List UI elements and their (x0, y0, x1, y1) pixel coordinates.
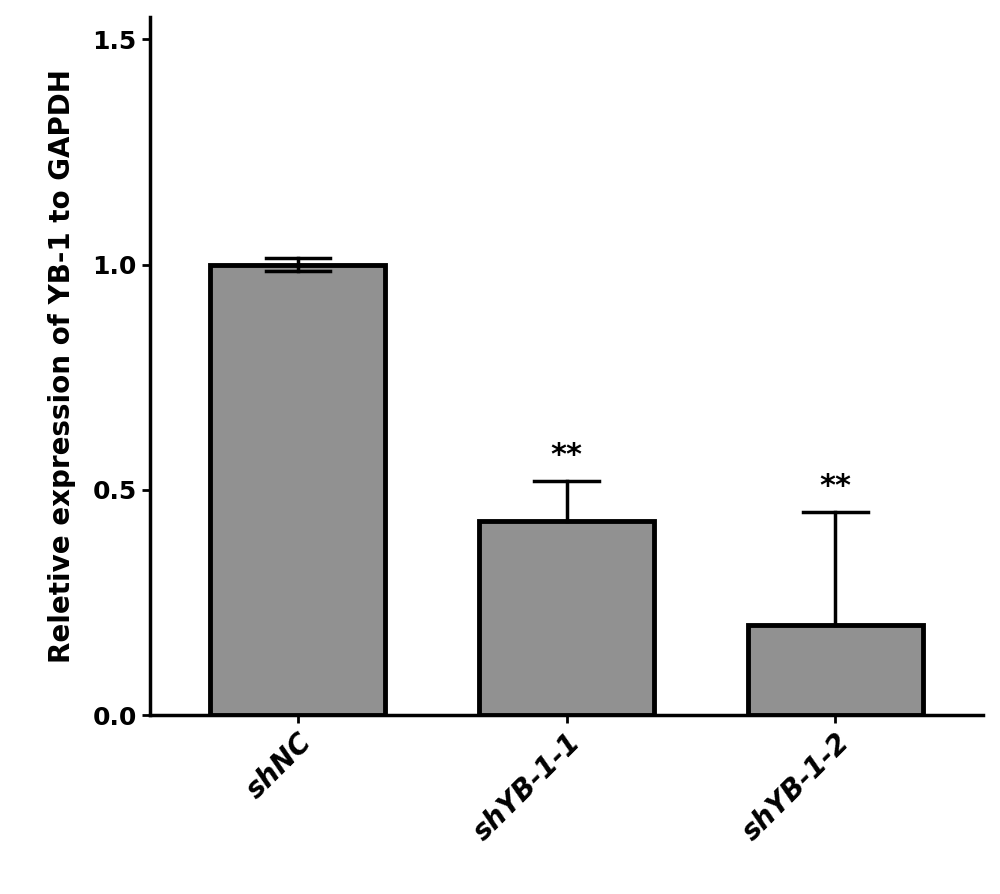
Bar (748, 625, 923, 715)
Y-axis label: Reletive expression of YB-1 to GAPDH: Reletive expression of YB-1 to GAPDH (48, 69, 76, 662)
Text: **: ** (551, 441, 583, 469)
Text: **: ** (819, 472, 851, 502)
Bar (210, 265, 385, 715)
Bar (479, 521, 654, 715)
